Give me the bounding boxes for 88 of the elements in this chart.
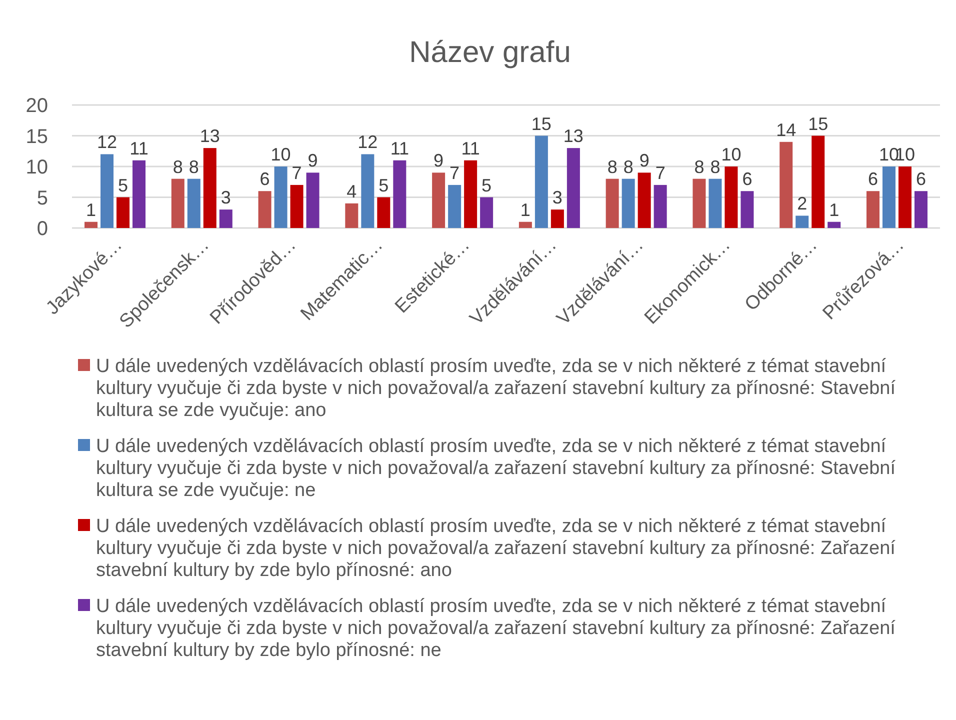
legend-label: U dále uvedených vzdělávacích oblastí prosím uveďte, zda se v nich některé z témat stavební kultury vyučuje či zda byste v nich považoval/a zařazení stavební kultury za přínosné: Stavební kultura se zde vyučuje: ano	[96, 356, 896, 421]
bar	[898, 166, 912, 228]
data-label: 6	[868, 169, 878, 190]
data-label: 4	[346, 181, 357, 202]
legend-label: U dále uvedených vzdělávacích oblastí prosím uveďte, zda se v nich některé z témat stavební kultury vyučuje či zda byste v nich považoval/a zařazení stavební kultury za přínosné: Zařazení stavební kultury by zde bylo přínosné: ne	[96, 596, 896, 661]
data-label: 8	[694, 156, 704, 177]
data-label: 6	[742, 169, 752, 190]
y-tick-label: 0	[36, 218, 48, 240]
data-label: 3	[220, 188, 231, 208]
data-label: 8	[172, 156, 183, 177]
bar	[708, 178, 722, 228]
data-label: 15	[808, 114, 828, 134]
bar	[464, 160, 478, 228]
data-label: 7	[450, 162, 460, 183]
data-label: 10	[721, 144, 742, 164]
bar	[432, 172, 446, 228]
bar	[171, 178, 184, 228]
bar	[393, 160, 406, 228]
data-label: 5	[118, 175, 128, 196]
bar	[345, 203, 358, 228]
data-label: 15	[531, 114, 552, 134]
data-label: 13	[563, 126, 584, 146]
data-label: 10	[270, 144, 291, 164]
data-label: 11	[390, 138, 410, 158]
data-label: 9	[308, 150, 318, 171]
y-tick-label: 15	[26, 126, 48, 148]
bar	[550, 210, 564, 228]
data-label: 7	[292, 162, 302, 183]
data-label: 9	[639, 150, 650, 171]
data-label: 2	[797, 194, 808, 214]
data-label: 1	[86, 200, 96, 220]
data-label: 8	[623, 156, 634, 177]
data-label: 11	[461, 138, 480, 158]
bar	[812, 136, 825, 228]
data-label: 7	[655, 162, 666, 183]
data-label: 8	[710, 156, 720, 177]
bar	[84, 222, 98, 228]
bar	[274, 166, 288, 228]
data-label: 5	[378, 175, 389, 196]
data-label: 8	[607, 156, 618, 177]
data-label: 6	[260, 169, 270, 190]
bar	[203, 148, 216, 228]
bar	[882, 166, 896, 228]
y-tick-label: 20	[26, 95, 48, 117]
bar	[914, 191, 928, 228]
bar	[692, 178, 706, 228]
data-label: 9	[434, 150, 444, 171]
y-tick-label: 10	[26, 156, 48, 178]
bar	[740, 191, 754, 228]
data-label: 1	[520, 200, 530, 220]
bar	[796, 216, 809, 228]
data-label: 14	[776, 120, 796, 140]
bar	[638, 172, 651, 228]
bar	[566, 148, 580, 228]
bar	[116, 197, 130, 228]
bar	[780, 142, 793, 228]
bar	[187, 178, 200, 228]
y-tick-label: 5	[36, 187, 48, 210]
bar	[866, 191, 880, 228]
data-label: 1	[829, 200, 840, 220]
bar	[828, 222, 841, 228]
data-label: 12	[358, 132, 378, 152]
bar	[377, 197, 390, 228]
bar	[290, 184, 304, 228]
data-label: 3	[552, 188, 562, 208]
bar	[448, 184, 462, 228]
chart-title: Název grafu	[409, 36, 571, 69]
legend-label: U dále uvedených vzdělávacích oblastí prosím uveďte, zda se v nich některé z témat stavební kultury vyučuje či zda byste v nich považoval/a zařazení stavební kultury za přínosné: Stavební kultura se zde vyučuje: ne	[96, 436, 896, 501]
data-label: 12	[96, 132, 118, 152]
bar	[606, 178, 619, 228]
bar	[258, 191, 272, 228]
data-label: 8	[188, 156, 199, 177]
bar	[724, 166, 738, 228]
bar	[306, 172, 320, 228]
bar	[518, 222, 532, 228]
legend-label: U dále uvedených vzdělávacích oblastí prosím uveďte, zda se v nich některé z témat stavební kultury vyučuje či zda byste v nich považoval/a zařazení stavební kultury za přínosné: Zařazení stavební kultury by zde bylo přínosné: ano	[96, 516, 896, 581]
bar	[480, 197, 494, 228]
data-label: 11	[130, 138, 148, 158]
bar	[219, 210, 232, 228]
bar	[622, 178, 635, 228]
bar	[654, 184, 667, 228]
data-label: 13	[200, 126, 220, 146]
data-label: 6	[916, 169, 926, 190]
data-label: 5	[482, 175, 492, 196]
bar	[132, 160, 146, 228]
bar	[361, 154, 374, 228]
bar	[534, 136, 548, 228]
bar	[100, 154, 114, 228]
